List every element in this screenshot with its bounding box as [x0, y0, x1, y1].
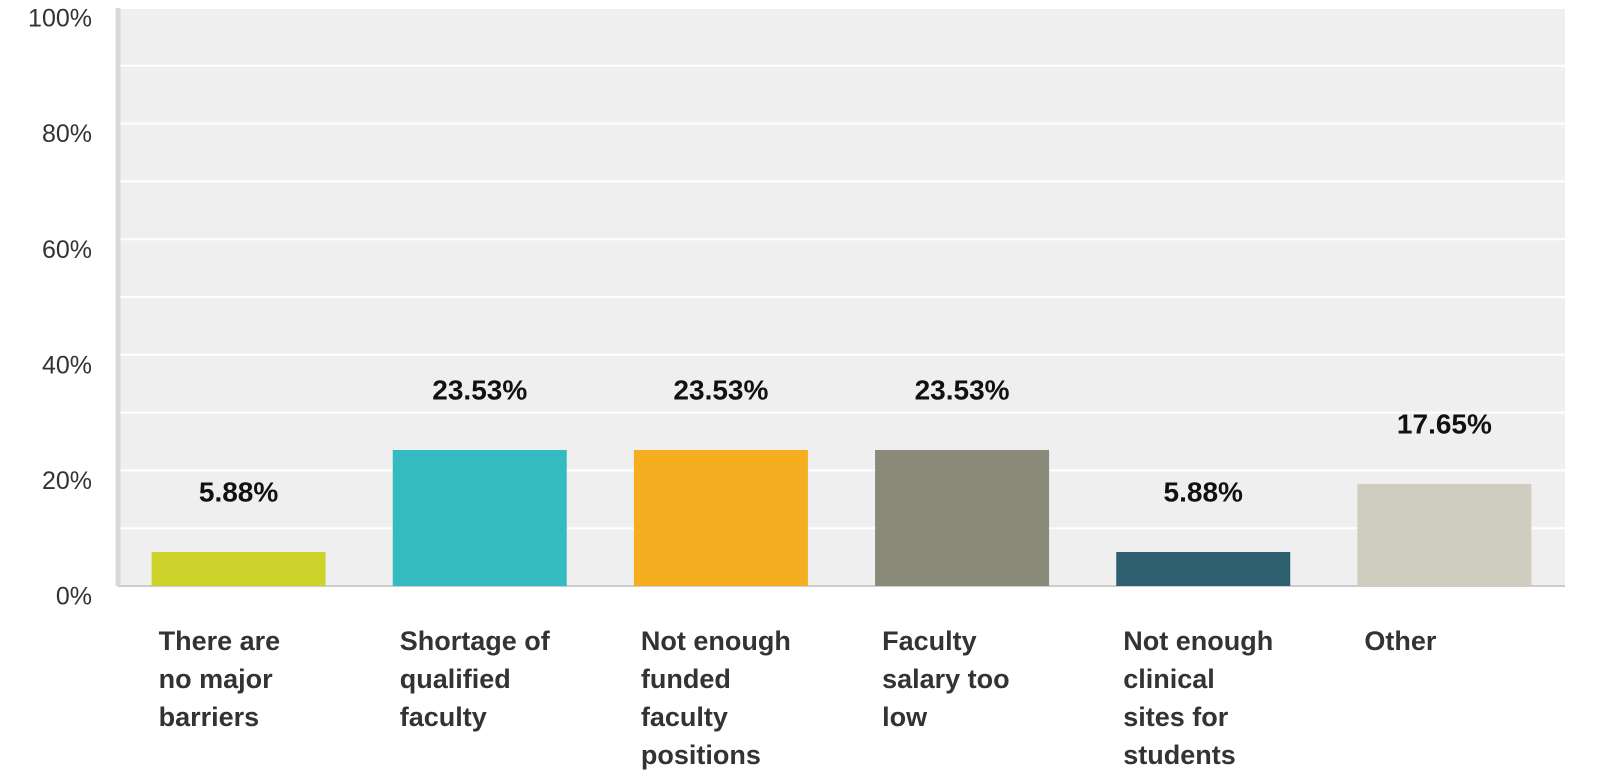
- y-tick-label: 0%: [56, 583, 92, 611]
- bar: [1357, 483, 1532, 586]
- x-tick-label: Other: [1364, 626, 1437, 656]
- x-tick-label-box: Faculty salary too low: [852, 622, 1072, 736]
- bar: [392, 449, 567, 586]
- y-tick-label: 20%: [42, 467, 92, 495]
- y-tick-label: 60%: [42, 236, 92, 264]
- value-label: 23.53%: [432, 374, 527, 405]
- x-tick-label: Not enough clinical sites for students: [1123, 626, 1274, 770]
- x-tick-label-box: Not enough funded faculty positions: [611, 622, 831, 774]
- value-label: 23.53%: [915, 374, 1010, 405]
- y-tick-label: 80%: [42, 120, 92, 148]
- y-tick-label: 100%: [28, 5, 92, 33]
- x-tick-label: Not enough funded faculty positions: [640, 626, 791, 770]
- value-label: 23.53%: [673, 374, 768, 405]
- x-tick-label: Faculty salary too low: [882, 626, 1010, 732]
- x-tick-label: There are no major barriers: [158, 626, 281, 732]
- x-tick-label-box: Shortage of qualified faculty: [370, 622, 590, 736]
- bar: [151, 552, 326, 586]
- x-tick-label-box: Other: [1334, 622, 1554, 660]
- value-label: 17.65%: [1397, 408, 1492, 439]
- value-label: 5.88%: [199, 476, 278, 507]
- bar: [633, 449, 808, 586]
- y-tick-label: 40%: [42, 351, 92, 379]
- x-tick-label-box: Not enough clinical sites for students: [1093, 622, 1313, 774]
- x-tick-label-box: There are no major barriers: [129, 622, 349, 736]
- bar: [1116, 552, 1291, 586]
- bar: [875, 449, 1050, 586]
- value-label: 5.88%: [1164, 476, 1243, 507]
- x-tick-label: Shortage of qualified faculty: [399, 626, 550, 732]
